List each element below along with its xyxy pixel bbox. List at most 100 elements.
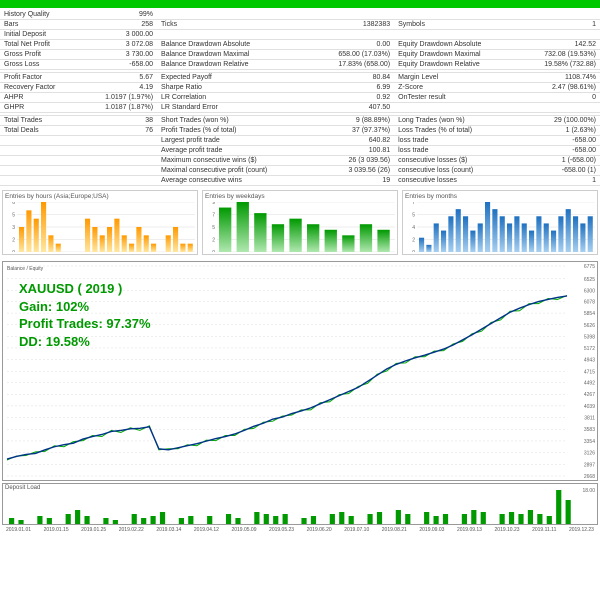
stat-label: Balance Drawdown Maximal [157, 50, 313, 60]
stat-value: 5.67 [81, 73, 157, 83]
chart-overlay: XAUUSD ( 2019 ) Gain: 102% Profit Trades… [19, 280, 151, 350]
stat-label [394, 103, 518, 113]
stat-label: OnTester result [394, 93, 518, 103]
stat-value: 142.52 [519, 40, 600, 50]
svg-text:2: 2 [212, 238, 215, 244]
svg-text:0: 0 [212, 250, 215, 252]
stat-label [0, 156, 81, 166]
stat-label [0, 136, 81, 146]
stat-value [313, 10, 394, 20]
overlay-line: Profit Trades: 97.37% [19, 315, 151, 333]
x-tick: 2019.02.22 [119, 527, 144, 533]
svg-text:7: 7 [212, 213, 215, 219]
x-tick: 2019.01.25 [81, 527, 106, 533]
stat-label: Recovery Factor [0, 83, 81, 93]
stat-value [81, 176, 157, 186]
stat-label: Equity Drawdown Absolute [394, 40, 518, 50]
svg-text:4267: 4267 [584, 392, 595, 398]
stat-value [81, 136, 157, 146]
stat-label: Loss Trades (% of total) [394, 126, 518, 136]
svg-text:6: 6 [12, 202, 15, 206]
stat-value: 1.0187 (1.87%) [81, 103, 157, 113]
x-tick: 2019.09.03 [419, 527, 444, 533]
svg-text:5398: 5398 [584, 334, 595, 340]
stat-value [519, 10, 600, 20]
stat-label: AHPR [0, 93, 81, 103]
stat-value: 9 (88.89%) [313, 116, 394, 126]
stat-value: 80.84 [313, 73, 394, 83]
stat-label: Total Net Profit [0, 40, 81, 50]
stat-value: 732.08 (19.53%) [519, 50, 600, 60]
stat-value [81, 146, 157, 156]
svg-text:3126: 3126 [584, 451, 595, 457]
mini-chart-title: Entries by months [405, 193, 595, 200]
mini-chart-title: Entries by weekdays [205, 193, 395, 200]
svg-text:4039: 4039 [584, 404, 595, 410]
main-chart: 2668289731263354358338114039426744924715… [2, 261, 598, 481]
stat-label: LR Standard Error [157, 103, 313, 113]
stat-value: 3 730.00 [81, 50, 157, 60]
stat-label: consecutive loss (count) [394, 166, 518, 176]
stat-label: History Quality [0, 10, 81, 20]
stat-label: GHPR [0, 103, 81, 113]
stat-value: 0.92 [313, 93, 394, 103]
stat-value: 99% [81, 10, 157, 20]
stat-value: -658.00 [81, 60, 157, 70]
stat-label [157, 10, 313, 20]
svg-text:3354: 3354 [584, 439, 595, 445]
stat-label: Balance Drawdown Relative [157, 60, 313, 70]
mini-chart-title: Entries by hours (Asia;Europe;USA) [5, 193, 195, 200]
stat-value: 658.00 (17.03%) [313, 50, 394, 60]
stat-label: Profit Factor [0, 73, 81, 83]
svg-text:6775: 6775 [584, 264, 595, 270]
stat-value: 26 (3 039.56) [313, 156, 394, 166]
svg-text:5: 5 [12, 213, 15, 219]
x-axis: 2019.01.012019.01.152019.01.252019.02.22… [0, 527, 600, 533]
mini-chart-months: Entries by months 02457 [402, 190, 598, 255]
mini-chart-weekdays: Entries by weekdays 02579 [202, 190, 398, 255]
stat-label: loss trade [394, 136, 518, 146]
svg-text:6300: 6300 [584, 288, 595, 294]
stat-value: 1 (-658.00) [519, 156, 600, 166]
overlay-line: DD: 19.58% [19, 333, 151, 351]
stat-value: 6.99 [313, 83, 394, 93]
stat-value: 4.19 [81, 83, 157, 93]
svg-text:0: 0 [412, 250, 415, 252]
stat-value: 3 039.56 (26) [313, 166, 394, 176]
stat-value: -658.00 [519, 146, 600, 156]
stat-value: 19 [313, 176, 394, 186]
mini-chart-hours: Entries by hours (Asia;Europe;USA) 02356 [2, 190, 198, 255]
stat-value: 37 (97.37%) [313, 126, 394, 136]
stats-table: History Quality99%Bars258Ticks1382383Sym… [0, 10, 600, 186]
svg-text:4943: 4943 [584, 358, 595, 364]
stat-label: LR Correlation [157, 93, 313, 103]
stat-value [519, 103, 600, 113]
svg-text:3583: 3583 [584, 427, 595, 433]
svg-text:2897: 2897 [584, 462, 595, 468]
svg-text:6078: 6078 [584, 300, 595, 306]
stat-label: Average consecutive wins [157, 176, 313, 186]
stat-label: Ticks [157, 20, 313, 30]
stat-label: Total Deals [0, 126, 81, 136]
stat-label [0, 146, 81, 156]
svg-text:2: 2 [412, 238, 415, 244]
stat-value: 1 (2.63%) [519, 126, 600, 136]
stat-value: 640.82 [313, 136, 394, 146]
svg-text:5: 5 [212, 225, 215, 231]
x-tick: 2019.05.23 [269, 527, 294, 533]
stat-value: 3 000.00 [81, 30, 157, 40]
stat-label: Long Trades (won %) [394, 116, 518, 126]
stat-label: Average profit trade [157, 146, 313, 156]
stat-label: Profit Trades (% of total) [157, 126, 313, 136]
stat-value: 1382383 [313, 20, 394, 30]
svg-text:5172: 5172 [584, 346, 595, 352]
x-tick: 2019.06.20 [307, 527, 332, 533]
stat-value: 2.47 (98.61%) [519, 83, 600, 93]
stat-label [0, 166, 81, 176]
stat-value: 1 [519, 176, 600, 186]
overlay-line: Gain: 102% [19, 298, 151, 316]
stat-value: -658.00 (1) [519, 166, 600, 176]
svg-text:18.00: 18.00 [582, 488, 595, 494]
svg-text:0: 0 [12, 250, 15, 252]
svg-text:Balance / Equity: Balance / Equity [7, 266, 44, 272]
